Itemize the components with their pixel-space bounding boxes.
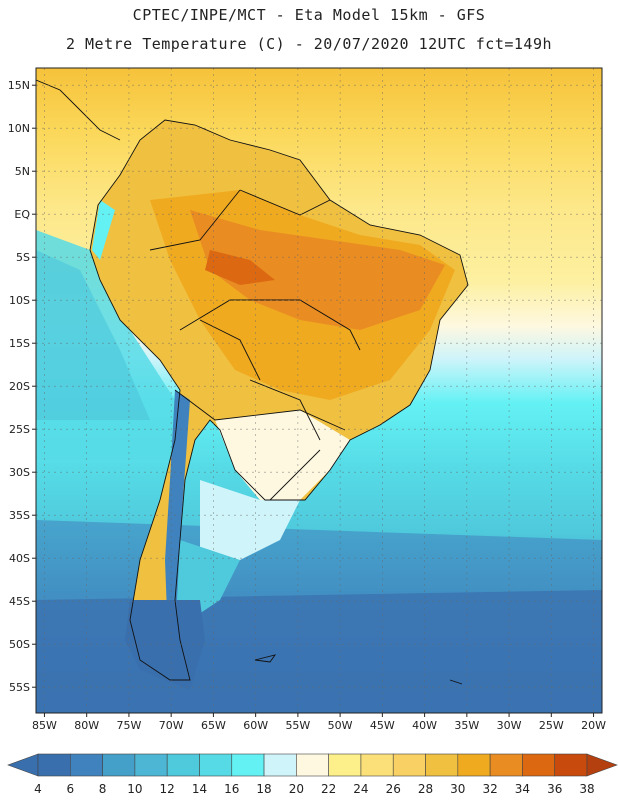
lon-tick-label: 65W [201,719,226,732]
lon-tick-label: 45W [370,719,395,732]
lat-tick-label: 50S [9,638,30,651]
lon-tick-label: 55W [285,719,310,732]
lat-tick-label: 55S [9,681,30,694]
colorbar-swatch [522,753,556,777]
lon-tick-label: 60W [243,719,268,732]
lat-tick-label: 15N [8,79,30,92]
latitude-axis: 15N 10N 5N EQ 5S 10S 15S 20S 25S 30S 35S 40S 45S 50S 5… [8,79,36,694]
longitude-axis: 85W 80W 75W 70W 65W 60W 55W 50W 45W 40W 35W 30W 25W 2… [32,713,606,732]
colorbar-label: 38 [579,782,594,796]
lat-tick-label: 20S [9,380,30,393]
lat-tick-label: 15S [9,337,30,350]
colorbar-label: 28 [418,782,433,796]
lat-tick-label: 25S [9,423,30,436]
colorbar-swatch [69,753,103,777]
colorbar-label: 20 [289,782,304,796]
colorbar-swatch [328,753,362,777]
colorbar-label: 12 [160,782,175,796]
chart-title-line2: 2 Metre Temperature (C) - 20/07/2020 12U… [65,35,553,53]
colorbar-swatch [296,753,329,777]
lat-tick-label: EQ [14,208,30,221]
colorbar-label: 32 [482,782,497,796]
colorbar-label: 24 [353,782,368,796]
colorbar-label: 6 [66,782,74,796]
lon-tick-label: 50W [328,719,353,732]
lon-tick-label: 30W [497,719,522,732]
colorbar-label: 30 [450,782,465,796]
lon-tick-label: 75W [116,719,141,732]
lon-tick-label: 25W [539,719,564,732]
colorbar-label: 22 [321,782,336,796]
lon-tick-label: 80W [74,719,99,732]
lat-tick-label: 30S [9,466,30,479]
chart-title-line1: CPTEC/INPE/MCT - Eta Model 15km - GFS [132,6,486,24]
colorbar-label: 18 [256,782,271,796]
colorbar-swatch [360,753,394,777]
colorbar-swatch [166,753,200,777]
lat-tick-label: 10N [8,122,30,135]
colorbar-swatch [457,753,491,777]
map-frame [35,67,603,714]
colorbar-swatch [231,753,265,777]
colorbar-swatch [37,753,71,777]
lon-tick-label: 85W [32,719,57,732]
lat-tick-label: 10S [9,294,30,307]
lon-tick-label: 70W [159,719,184,732]
colorbar-label: 34 [515,782,530,796]
lat-tick-label: 5S [16,251,30,264]
colorbar-arrow-high [586,753,618,777]
colorbar-label: 36 [547,782,562,796]
lat-tick-label: 40S [9,552,30,565]
colorbar-swatch [134,753,168,777]
colorbar-label: 4 [34,782,42,796]
colorbar-swatch [392,753,426,777]
lon-tick-label: 35W [454,719,479,732]
colorbar-swatch [425,753,459,777]
lon-tick-label: 20W [581,719,606,732]
colorbar-swatch [263,753,297,777]
colorbar-swatch [199,753,233,777]
colorbar-label: 14 [192,782,207,796]
lat-tick-label: 45S [9,595,30,608]
lon-tick-label: 40W [412,719,437,732]
lat-tick-label: 5N [15,165,30,178]
colorbar-swatch [489,753,523,777]
colorbar-swatch [554,753,588,777]
colorbar-label: 26 [386,782,401,796]
map-field [36,68,602,713]
colorbar-arrow-low [7,753,39,777]
colorbar-swatch [102,753,136,777]
lat-tick-label: 35S [9,509,30,522]
colorbar-label: 10 [127,782,142,796]
colorbar-label: 8 [99,782,107,796]
colorbar-label: 16 [224,782,239,796]
colorbar: 4 6 8 10 12 14 16 18 20 22 24 26 28 30 32 34 36 38 [7,753,618,796]
